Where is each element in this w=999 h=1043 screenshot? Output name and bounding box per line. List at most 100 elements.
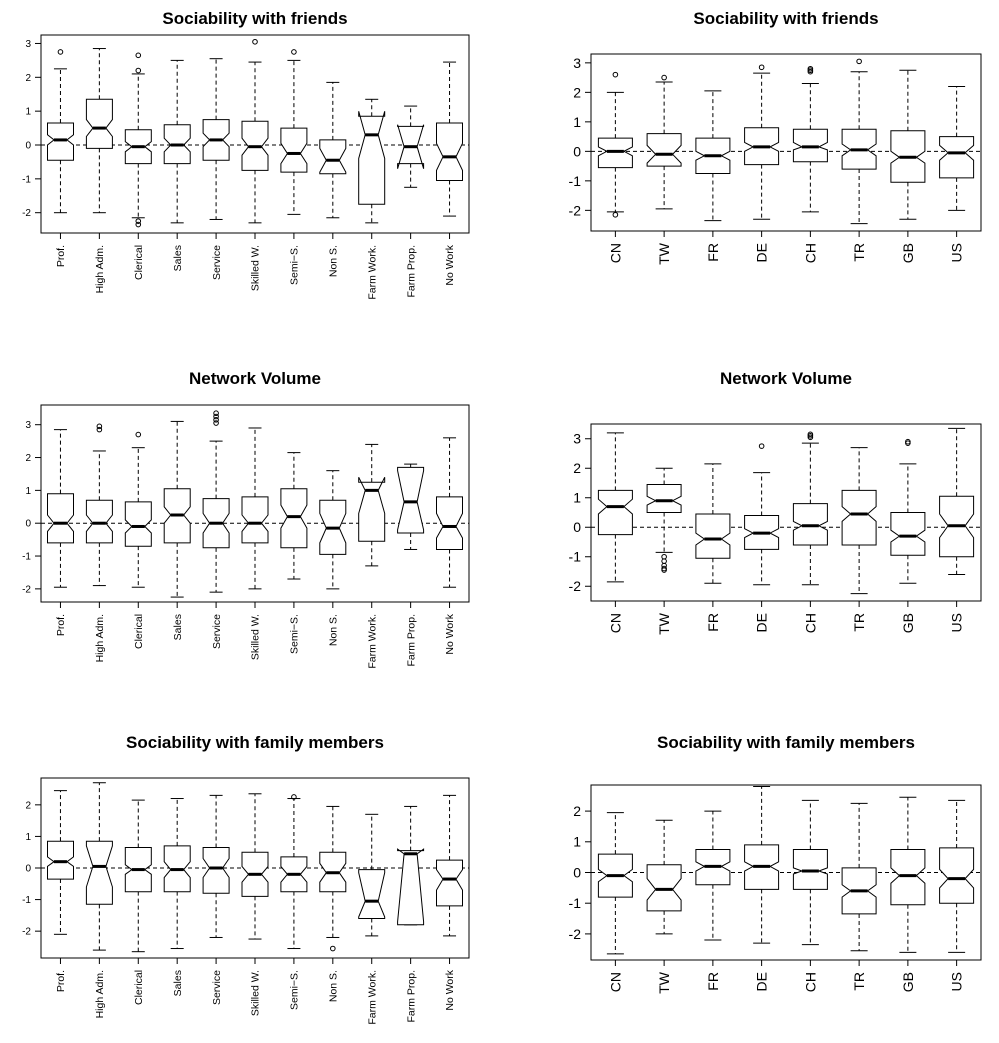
y-tick-label: -1: [22, 895, 31, 906]
x-tick-label: TW: [656, 971, 672, 994]
box-8: Non S.: [319, 805, 347, 1002]
box-body: [319, 139, 347, 175]
x-tick-label: Farm Prop.: [405, 614, 417, 667]
box-6: TR: [841, 802, 877, 991]
outlier-point: [96, 426, 103, 433]
outlier-point: [213, 416, 219, 423]
plot-frame: [590, 423, 982, 602]
box-9: Farm Work.: [358, 443, 386, 669]
y-tick-label: -1: [22, 552, 31, 563]
plot-frame: [590, 53, 982, 232]
box-body: [646, 864, 682, 912]
y-tick-label: 1: [25, 832, 31, 843]
box-1: CN: [597, 812, 633, 992]
outlier-point: [291, 794, 297, 800]
box-body: [85, 98, 113, 149]
outlier-point: [135, 218, 142, 224]
y-tick-label: 0: [25, 519, 31, 530]
y-tick-label: 1: [25, 486, 31, 497]
box-8: US: [939, 85, 975, 262]
box-body: [397, 466, 425, 534]
box-body: [47, 840, 74, 880]
outlier-point: [661, 74, 667, 81]
x-tick-label: Service: [211, 970, 223, 1005]
box-body: [202, 847, 230, 894]
x-tick-label: No Work: [444, 244, 456, 285]
box-9: Farm Work.: [358, 813, 386, 1025]
x-tick-label: CN: [607, 613, 623, 633]
x-tick-label: Skilled W.: [250, 614, 262, 660]
box-body: [241, 496, 269, 544]
x-tick-label: Non S.: [328, 614, 340, 646]
y-tick-label: -2: [569, 578, 582, 594]
box-body: [841, 489, 877, 546]
box-7: GB: [890, 69, 926, 263]
box-9: Farm Work.: [358, 98, 386, 300]
outlier-point: [612, 211, 619, 218]
outlier-point: [135, 67, 142, 74]
y-tick-label: 2: [573, 84, 581, 100]
x-tick-label: GB: [900, 243, 916, 263]
box-body: [890, 512, 926, 556]
box-body: [939, 847, 975, 904]
x-tick-label: CH: [802, 613, 818, 633]
box-body: [85, 499, 113, 544]
chart-title: Sociability with friends: [693, 9, 878, 28]
x-tick-label: Non S.: [328, 970, 340, 1002]
box-5: Service: [202, 794, 230, 1005]
box-8: US: [939, 427, 975, 632]
x-tick-label: High Adm.: [94, 614, 106, 662]
box-8: Non S.: [319, 470, 347, 646]
box-1: CN: [597, 71, 633, 263]
box-4: Sales: [163, 420, 191, 640]
x-tick-label: FR: [705, 613, 721, 632]
box-body: [47, 122, 74, 161]
x-tick-label: Farm Prop.: [405, 245, 417, 298]
box-4: Sales: [163, 59, 191, 271]
y-tick-label: 1: [25, 107, 31, 118]
x-tick-label: Service: [211, 245, 223, 280]
box-6: Skilled W.: [241, 427, 269, 660]
box-body: [792, 849, 828, 890]
chart-panel-3: Network Volume -2 -1 0 1 2 3 Prof. High Adm. Cler…: [22, 369, 470, 669]
x-tick-label: Semi−S.: [289, 614, 301, 654]
x-tick-label: Non S.: [328, 245, 340, 277]
outlier-point: [135, 52, 142, 59]
box-body: [358, 111, 386, 205]
y-tick-label: 0: [25, 864, 31, 875]
box-4: Sales: [163, 798, 191, 996]
outlier-point: [57, 49, 64, 55]
box-4: DE: [744, 64, 780, 262]
outlier-point: [135, 221, 142, 228]
y-tick-label: 2: [573, 803, 581, 819]
x-tick-label: Sales: [172, 614, 184, 640]
box-10: Farm Prop.: [397, 105, 425, 298]
box-6: Skilled W.: [241, 793, 269, 1016]
y-tick-label: 3: [573, 55, 581, 71]
x-tick-label: CH: [802, 243, 818, 263]
box-7: GB: [890, 438, 926, 633]
x-tick-label: US: [949, 243, 965, 262]
outlier-point: [758, 443, 765, 449]
outlier-point: [135, 431, 142, 438]
x-tick-label: US: [949, 613, 965, 632]
box-3: FR: [695, 463, 731, 632]
x-tick-label: TR: [851, 243, 867, 262]
x-tick-label: DE: [754, 243, 770, 262]
x-tick-label: Clerical: [133, 614, 145, 649]
box-10: Farm Prop.: [397, 463, 425, 667]
x-tick-label: Farm Prop.: [405, 970, 417, 1023]
box-3: FR: [695, 810, 731, 991]
box-body: [695, 513, 731, 559]
box-body: [358, 869, 386, 919]
x-tick-label: Prof.: [55, 614, 67, 636]
chart-panel-4: Network Volume -2 -1 0 1 2 3 CN TW FR DE CH TR GB US: [569, 369, 982, 635]
box-2: High Adm.: [85, 782, 113, 1018]
x-tick-label: GB: [900, 613, 916, 633]
x-tick-label: High Adm.: [94, 245, 106, 293]
box-10: Farm Prop.: [397, 805, 425, 1023]
y-tick-label: -2: [569, 926, 582, 942]
box-1: CN: [597, 432, 633, 633]
chart-title: Network Volume: [720, 369, 852, 388]
